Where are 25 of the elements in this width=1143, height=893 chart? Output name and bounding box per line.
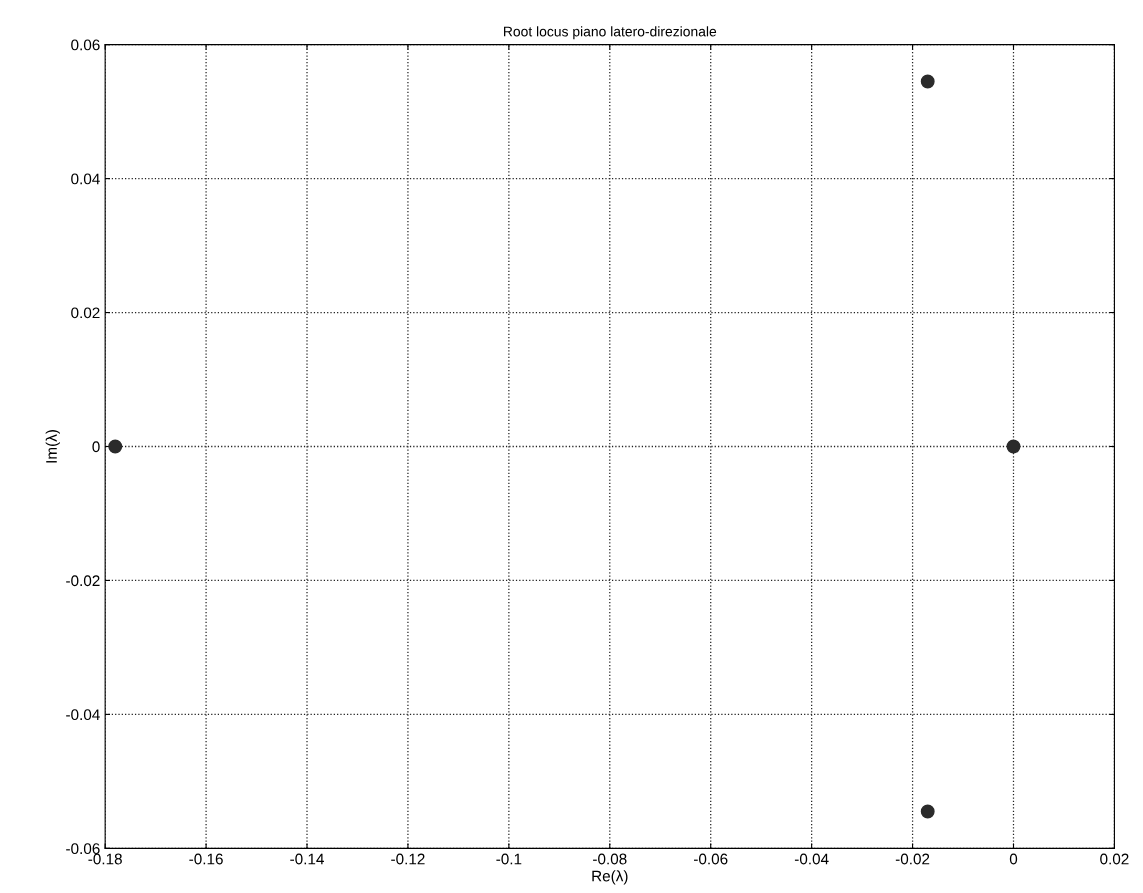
x-tick-label: -0.02: [895, 853, 930, 865]
y-tick-label: 0.06: [71, 39, 100, 51]
x-tick-label: -0.12: [391, 853, 425, 865]
x-axis-title: Re(λ): [592, 870, 628, 885]
chart-title: Root locus piano latero-direzionale: [504, 26, 717, 40]
point: [920, 74, 935, 89]
x-tick-label: -0.18: [88, 853, 122, 865]
x-tick-label: 0: [1009, 853, 1018, 865]
point: [920, 804, 935, 819]
y-tick-label: -0.06: [66, 843, 100, 855]
x-tick-label: -0.16: [189, 853, 223, 865]
x-tick-label: -0.06: [693, 853, 728, 865]
x-tick-label: -0.14: [290, 853, 324, 865]
y-tick-label: 0.02: [71, 307, 100, 319]
y-axis-title: Im(λ): [45, 430, 60, 463]
y-tick-label: 0: [92, 441, 100, 453]
y-tick-label: 0.04: [71, 173, 100, 185]
point: [1006, 439, 1021, 454]
y-tick-label: -0.02: [66, 575, 100, 587]
y-tick-label: -0.04: [66, 709, 100, 721]
x-tick-label: 0.02: [1100, 853, 1129, 865]
x-tick-label: -0.04: [794, 853, 829, 865]
x-tick-label: -0.1: [496, 853, 522, 865]
point: [108, 439, 123, 454]
x-tick-label: -0.08: [593, 853, 627, 865]
